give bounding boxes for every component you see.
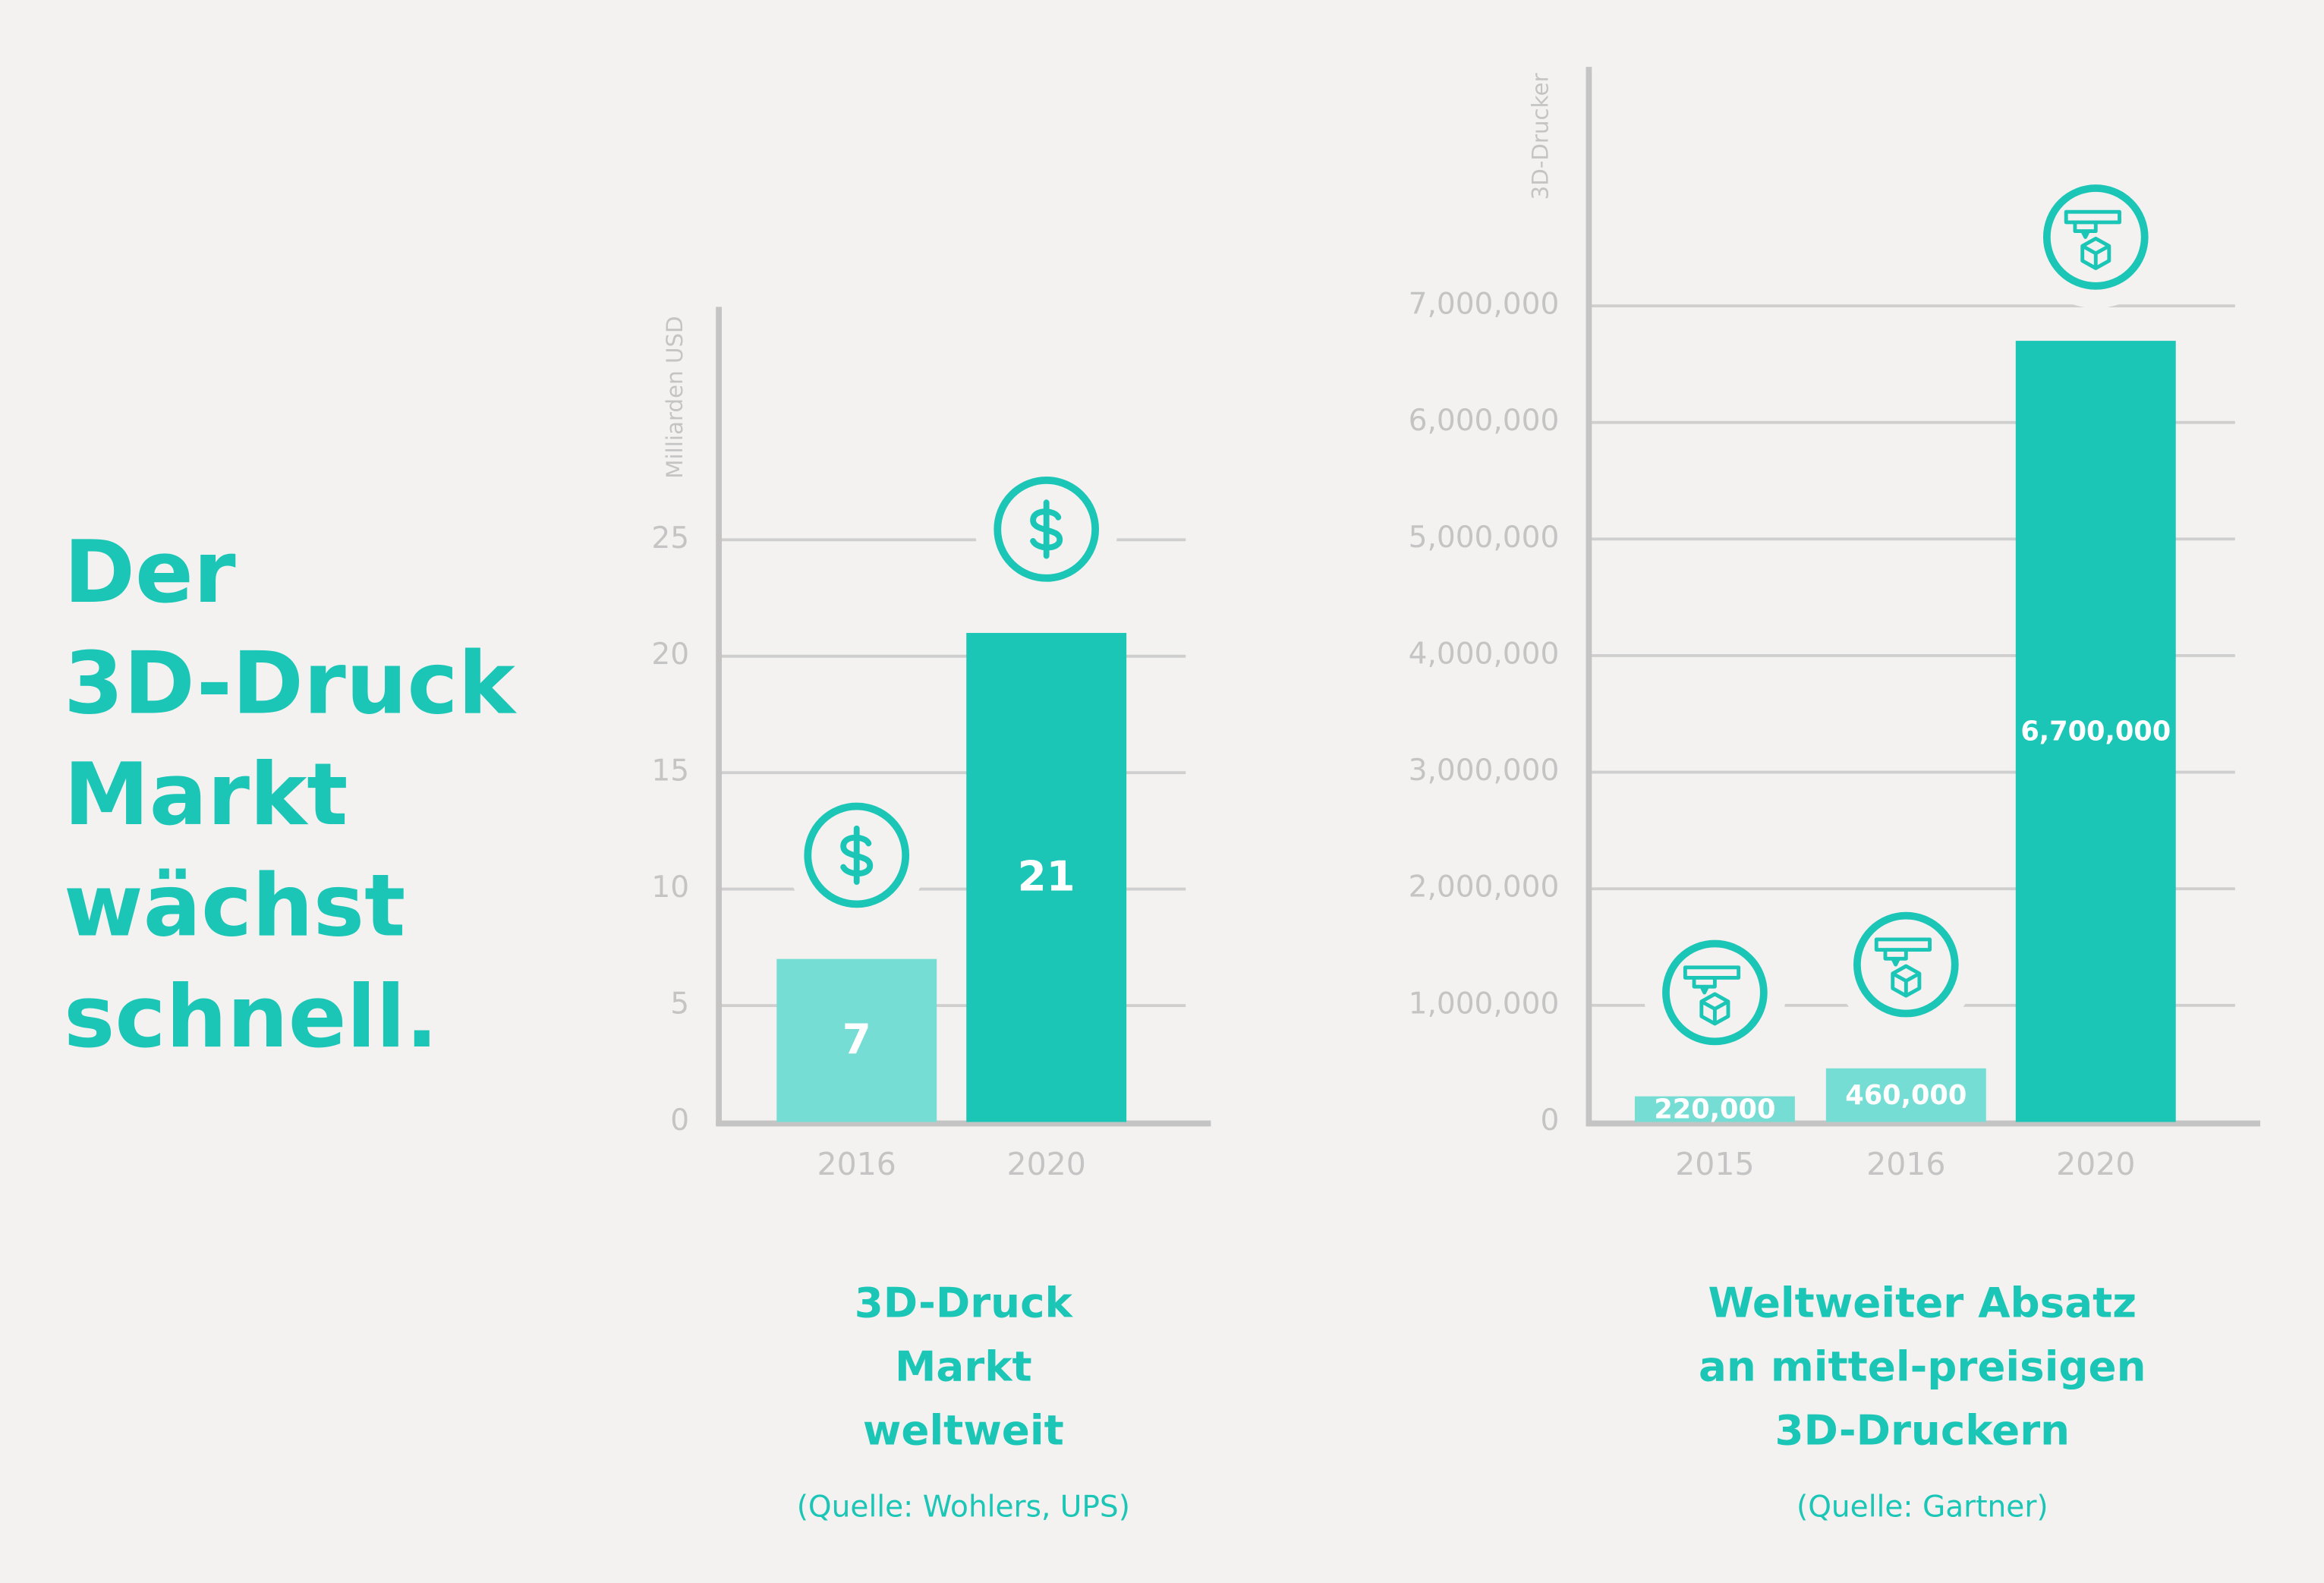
bar-value-label: 7 xyxy=(842,1015,871,1063)
y-tick-label: 10 xyxy=(651,870,689,905)
y-axis-label: 3D-Drucker xyxy=(1527,72,1553,200)
heading-line: schnell. xyxy=(64,967,438,1067)
x-tick-label: 2020 xyxy=(1007,1146,1086,1182)
bar xyxy=(1634,1096,1795,1122)
chart-title: weltweit xyxy=(863,1406,1064,1455)
chart-title: Markt xyxy=(895,1342,1032,1391)
y-tick-label: 5,000,000 xyxy=(1409,521,1560,555)
dollar-glyph xyxy=(1030,499,1063,559)
printer-cube xyxy=(1891,964,1922,998)
y-tick-label: 15 xyxy=(651,754,689,788)
dollar-icon xyxy=(785,784,928,927)
y-tick-label: 25 xyxy=(651,521,689,555)
dollar-glyph xyxy=(840,825,874,886)
printer-icon xyxy=(1834,893,1978,1036)
x-tick-label: 2016 xyxy=(817,1146,896,1182)
chart-title: 3D-Druckern xyxy=(1775,1406,2071,1455)
y-tick-label: 4,000,000 xyxy=(1409,637,1560,671)
printer-icon xyxy=(2024,165,2168,309)
heading-line: wächst xyxy=(64,855,405,955)
chart-title: Weltweiter Absatz xyxy=(1708,1279,2137,1327)
y-tick-label: 7,000,000 xyxy=(1409,288,1560,322)
chart-source: (Quelle: Gartner) xyxy=(1797,1490,2048,1525)
bar-value-label: 220,000 xyxy=(1654,1094,1775,1125)
y-tick-label: 0 xyxy=(1541,1103,1560,1138)
bar-value-label: 21 xyxy=(1018,851,1075,900)
bar xyxy=(776,958,937,1122)
y-tick-label: 20 xyxy=(651,637,689,672)
y-tick-label: 0 xyxy=(670,1103,689,1138)
x-tick-label: 2015 xyxy=(1675,1146,1754,1182)
printer-cube xyxy=(1699,992,1730,1026)
heading-line: Der xyxy=(64,522,236,622)
y-axis-label: Milliarden USD xyxy=(662,316,688,478)
y-tick-label: 1,000,000 xyxy=(1409,987,1560,1021)
icon-ring xyxy=(804,802,910,908)
x-tick-label: 2020 xyxy=(2056,1146,2135,1182)
printer-head xyxy=(1683,965,1741,995)
printer-head xyxy=(1874,937,1932,967)
printer-head xyxy=(2064,209,2121,239)
y-tick-label: 3,000,000 xyxy=(1409,754,1560,788)
printer-cube xyxy=(2080,236,2111,270)
chart-source: (Quelle: Wohlers, UPS) xyxy=(797,1490,1130,1525)
printer-icon xyxy=(1643,921,1787,1064)
icon-ring xyxy=(994,477,1100,582)
bar-value-label: 6,700,000 xyxy=(2020,716,2171,747)
icon-ring xyxy=(1853,911,1959,1018)
icon-ring xyxy=(2042,184,2149,290)
heading-line: 3D-Druck xyxy=(64,634,518,734)
bar xyxy=(966,633,1127,1122)
y-tick-label: 2,000,000 xyxy=(1409,870,1560,905)
chart-title: an mittel-preisigen xyxy=(1699,1342,2146,1391)
y-tick-label: 6,000,000 xyxy=(1409,404,1560,438)
y-tick-label: 5 xyxy=(670,987,689,1021)
bar xyxy=(2015,341,2176,1122)
icon-ring xyxy=(1662,939,1768,1046)
bar-value-label: 460,000 xyxy=(1845,1080,1967,1111)
x-tick-label: 2016 xyxy=(1866,1146,1945,1182)
dollar-icon xyxy=(975,458,1118,601)
heading-line: Markt xyxy=(64,744,348,845)
chart-title: 3D-Druck xyxy=(855,1279,1074,1327)
bar xyxy=(1825,1068,1986,1122)
